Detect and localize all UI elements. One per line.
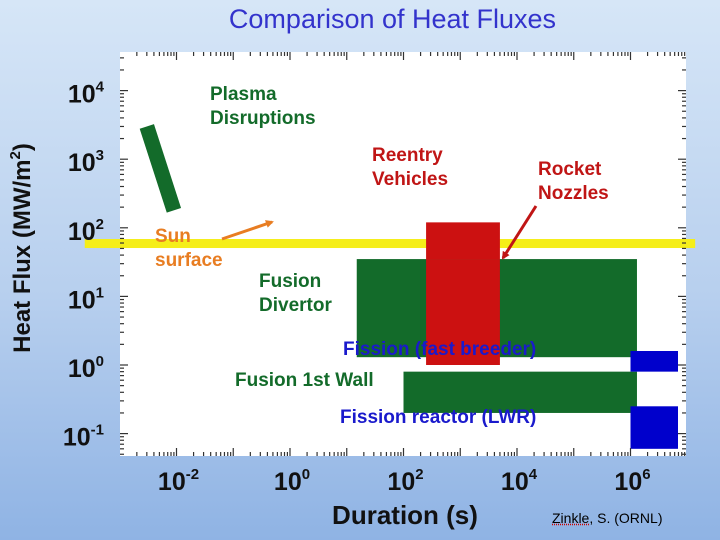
x-tick-label: 106	[614, 466, 650, 496]
x-tick-label: 100	[274, 466, 310, 496]
sun-surface-band	[84, 239, 696, 249]
y-tick-label: 10-1	[63, 422, 104, 452]
credit-author: Zinkle	[552, 510, 590, 526]
y-tick-label: 100	[68, 353, 104, 383]
y-tick-label: 102	[68, 216, 104, 246]
annotation-label: Plasma	[210, 84, 277, 105]
regions-layer	[84, 222, 696, 449]
annotation-label: Disruptions	[210, 108, 316, 129]
region-reentry-vehicles	[426, 222, 500, 260]
annotation-label: Fusion	[259, 271, 321, 292]
y-tick-label: 101	[68, 284, 104, 314]
annotation-label: Fission (fast breeder)	[343, 339, 536, 360]
annotation-label: Rocket	[538, 159, 602, 180]
marks-layer	[139, 124, 538, 260]
annotation-label: Sun	[155, 226, 191, 247]
x-axis-label: Duration (s)	[332, 500, 478, 530]
x-tick-label: 102	[387, 466, 423, 496]
region-fission-fast-breeder	[630, 350, 678, 372]
annotation-label: Nozzles	[538, 183, 609, 204]
y-tick-label: 104	[68, 79, 105, 109]
annotation-label: Reentry	[372, 145, 443, 166]
region-rocket-nozzles	[426, 259, 500, 365]
credit: Zinkle, S. (ORNL)	[552, 510, 662, 526]
annotation-label: Fusion 1st Wall	[235, 370, 374, 391]
axes-layer: 10-2 100 102 104 106 104 103 102 101 100 10-1 Durat…	[7, 52, 686, 530]
region-fusion-1st-wall	[403, 371, 637, 413]
annotation-label: Vehicles	[372, 169, 448, 190]
labels-layer: Plasma Disruptions Reentry Vehicles Rocket No…	[155, 84, 609, 428]
x-tick-label: 104	[501, 466, 538, 496]
plasma-disruptions-bar	[139, 124, 182, 213]
y-axis-label: Heat Flux (MW/m2)	[7, 143, 36, 353]
annotation-label: Fission reactor (LWR)	[340, 407, 536, 428]
x-tick-label: 10-2	[158, 466, 199, 496]
region-fission-reactor-lwr	[630, 406, 678, 449]
annotation-label: surface	[155, 250, 223, 271]
credit-affiliation: , S. (ORNL)	[589, 510, 663, 526]
rocket-nozzles-arrow	[501, 205, 538, 260]
annotation-label: Divertor	[259, 295, 332, 316]
sun-surface-arrow	[221, 220, 274, 241]
slide-title: Comparison of Heat Fluxes	[228, 4, 557, 34]
y-tick-label: 103	[68, 147, 104, 177]
